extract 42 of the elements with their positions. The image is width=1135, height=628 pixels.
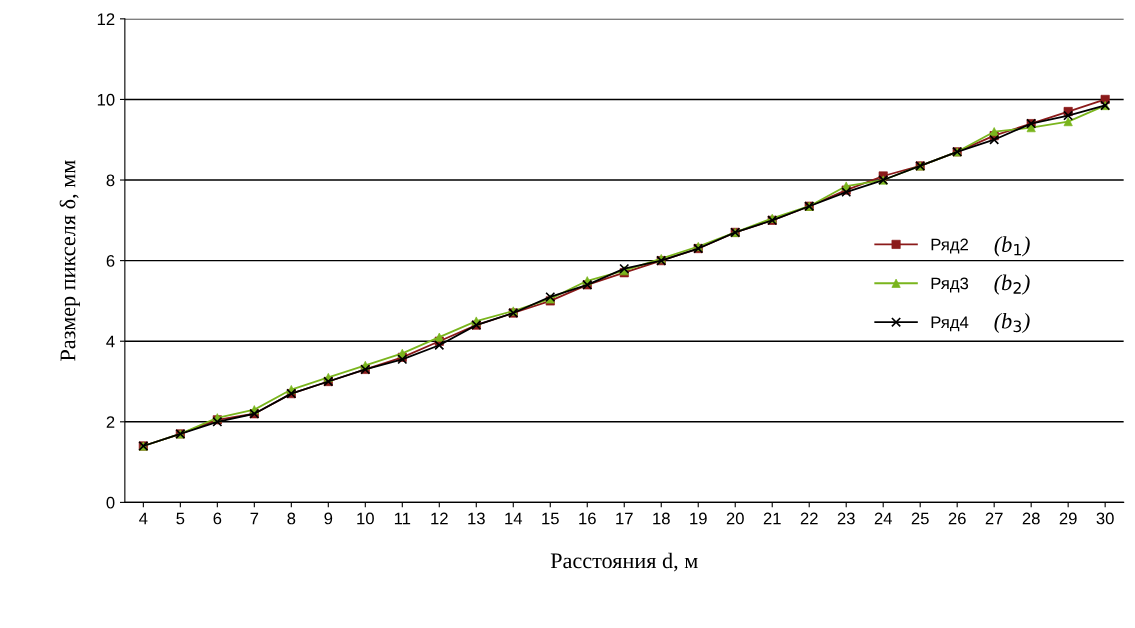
- x-tick-label: 15: [542, 512, 559, 525]
- annotation: (b$_{2}$): [994, 274, 1030, 295]
- x-tick-label: 8: [287, 512, 296, 525]
- x-tick-label: 6: [213, 512, 222, 525]
- legend-label: Ряд3: [931, 277, 969, 293]
- x-tick-label: 24: [874, 512, 892, 525]
- x-tick-label: 30: [1096, 512, 1114, 525]
- y-tick-label: 10: [97, 93, 115, 106]
- x-tick-label: 10: [357, 512, 374, 525]
- x-tick-label: 4: [139, 512, 148, 525]
- x-tick-label: 23: [837, 512, 855, 525]
- annotation: (b$_{1}$): [994, 236, 1030, 257]
- y-tick-label: 2: [106, 416, 115, 428]
- x-tick-label: 5: [176, 512, 185, 525]
- x-tick-label: 13: [468, 512, 485, 525]
- y-tick-label: 6: [106, 255, 115, 267]
- x-tick-label: 7: [250, 512, 259, 525]
- x-tick-label: 26: [948, 512, 966, 525]
- x-tick-label: 28: [1022, 512, 1040, 525]
- x-tick-label: 14: [505, 512, 523, 525]
- x-tick-label: 25: [911, 512, 929, 525]
- x-tick-label: 22: [800, 512, 818, 525]
- x-tick-label: 20: [726, 512, 744, 525]
- y-tick-label: 12: [97, 13, 115, 25]
- x-tick-label: 21: [763, 512, 781, 525]
- y-tick-label: 4: [106, 335, 115, 348]
- x-tick-label: 12: [431, 512, 448, 525]
- x-tick-label: 11: [394, 512, 411, 525]
- x-tick-label: 16: [579, 512, 596, 525]
- x-tick-label: 17: [616, 512, 633, 525]
- x-tick-label: 29: [1059, 512, 1077, 525]
- x-tick-label: 27: [985, 512, 1003, 525]
- x-axis-title: Расстояния d, м: [550, 552, 698, 572]
- x-tick-label: 18: [653, 512, 670, 525]
- x-tick-label: 19: [690, 512, 707, 525]
- legend-label: Ряд4: [931, 316, 969, 332]
- x-tick-label: 9: [324, 512, 333, 525]
- y-tick-label: 0: [106, 496, 115, 509]
- y-tick-label: 8: [106, 174, 115, 187]
- annotation: (b$_{3}$): [994, 312, 1030, 334]
- legend-label: Ряд2: [931, 238, 968, 254]
- y-axis-title: Размер пикселя δ, мм: [59, 160, 80, 361]
